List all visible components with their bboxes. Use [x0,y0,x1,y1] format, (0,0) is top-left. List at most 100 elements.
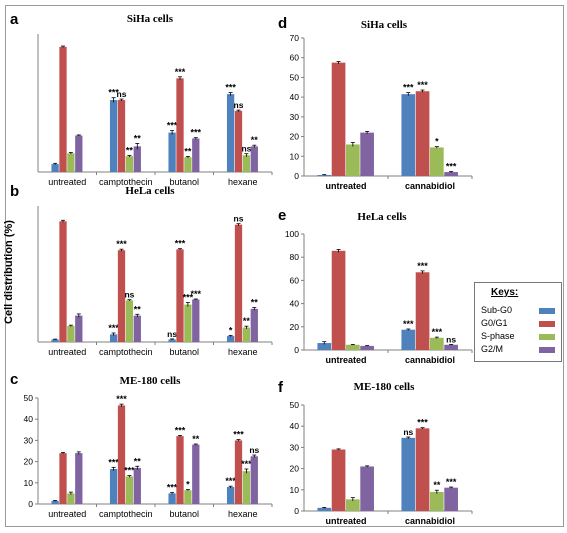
panel-d-category-label-cannabidiol: cannabidiol [405,181,455,191]
panel-c-bar-s-phase-camptothecin [125,476,134,504]
panel-c-y-tick-label: 50 [24,393,34,403]
panel-d-title: SiHa cells [361,19,408,31]
panel-e-bar-g0-g1-untreated [331,250,346,350]
panel-a-significance-sub-g0-butanol: *** [167,121,178,131]
panel-c-bar-g0-g1-camptothecin [117,405,126,504]
panel-a-category-label-untreated: untreated [48,177,86,187]
legend-label-sub-g0: Sub-G0 [481,305,513,315]
panel-f-significance-sub-g0-cannabidiol: ns [403,427,413,437]
panel-b-significance-s-phase-butanol: *** [183,293,194,303]
panel-b-bar-sub-g0-hexane [226,336,235,342]
panel-b-category-label-hexane: hexane [228,347,258,357]
panel-e-bar-s-phase-cannabidiol [430,337,444,350]
panel-b-letter: b [10,183,19,200]
panel-a-category-label-butanol: butanol [169,177,199,187]
panel-c-y-tick-label: 20 [24,457,34,467]
panel-c-significance-sub-g0-camptothecin: *** [108,457,119,467]
panel-f-bar-g2-m-cannabidiol [444,487,458,511]
panel-e-bar-g2-m-untreated [360,345,374,350]
panel-d-bar-s-phase-cannabidiol [430,147,444,176]
panel-c-significance-sub-g0-butanol: *** [167,483,178,493]
legend-title: Keys: [491,287,519,298]
panel-b-significance-sub-g0-camptothecin: *** [108,323,119,333]
panel-a-bar-g2-m-camptothecin [133,146,141,172]
panel-c-category-label-butanol: butanol [169,509,199,519]
panel-b-bar-s-phase-hexane [242,327,251,342]
panel-d-y-tick-label: 10 [290,151,300,161]
panel-b-bar-s-phase-camptothecin [125,300,134,342]
panel-a-category-label-hexane: hexane [228,177,258,187]
panel-f-title: ME-180 cells [354,381,416,393]
legend-label-g2-m: G2/M [481,344,504,354]
panel-c-bar-g0-g1-untreated [59,453,67,504]
legend-swatch-sub-g0 [539,308,555,314]
panel-c-significance-s-phase-camptothecin: *** [124,466,135,476]
panel-d-letter: d [278,15,287,32]
panel-c-significance-sub-g0-hexane: *** [225,476,236,486]
panel-a-bar-sub-g0-butanol [168,132,176,172]
panel-e-letter: e [278,207,286,224]
panel-a-bar-g0-g1-untreated [59,46,67,172]
panel-a-bar-s-phase-hexane [242,155,251,172]
panel-b-bar-g0-g1-butanol [176,249,184,342]
panel-c-significance-g2-m-hexane: ns [249,445,259,455]
panel-a-bar-s-phase-untreated [67,153,75,172]
panel-c-bar-g2-m-untreated [75,453,83,504]
panel-f-bar-sub-g0-cannabidiol [401,437,416,511]
panel-c-bar-sub-g0-hexane [226,487,235,504]
panel-b-bar-g2-m-butanol [192,299,200,342]
panel-a-significance-s-phase-hexane: ns [241,144,251,154]
panel-e-significance-g0-g1-cannabidiol: *** [417,261,428,271]
panel-e-bar-sub-g0-untreated [317,343,332,350]
panel-d-bar-g0-g1-cannabidiol [415,91,430,176]
panel-c-bar-g0-g1-butanol [176,436,184,504]
panel-d-category-label-untreated: untreated [325,181,366,191]
panel-e-bar-g0-g1-cannabidiol [415,272,430,350]
panel-a-significance-sub-g0-hexane: *** [225,83,236,93]
panel-a-bar-g2-m-butanol [192,138,200,172]
panel-c-significance-g0-g1-hexane: *** [233,430,244,440]
panel-f-y-tick-label: 0 [294,506,299,516]
panel-a-significance-g0-g1-camptothecin: ns [117,89,127,99]
panel-c-bar-g2-m-camptothecin [133,467,141,504]
legend-label-s-phase: S-phase [481,331,515,341]
panel-e-y-tick-label: 20 [290,322,300,332]
panel-a-significance-g2-m-camptothecin: ** [134,133,142,143]
legend-swatch-g2-m [539,347,555,353]
panel-a-bar-g2-m-untreated [75,135,83,172]
panel-f-y-tick-label: 30 [290,442,300,452]
panel-f-bar-g0-g1-cannabidiol [415,428,430,511]
panel-b-significance-s-phase-camptothecin: ns [124,290,134,300]
panel-b-category-label-camptothecin: camptothecin [99,347,153,357]
panel-a-bar-s-phase-camptothecin [125,156,134,172]
panel-e-category-label-untreated: untreated [325,355,366,365]
panel-b-significance-s-phase-hexane: ** [243,316,251,326]
panel-a-bar-g2-m-hexane [250,146,258,172]
panel-f-bar-g2-m-untreated [360,466,374,511]
panel-b-bar-g2-m-untreated [75,315,83,342]
panel-c-category-label-untreated: untreated [48,509,86,519]
panel-b-category-label-untreated: untreated [48,347,86,357]
legend-swatch-s-phase [539,334,555,340]
panel-b-significance-g0-g1-butanol: *** [175,239,186,249]
panel-d-significance-s-phase-cannabidiol: * [435,137,439,147]
panel-d-y-tick-label: 30 [290,112,300,122]
panel-f-significance-g2-m-cannabidiol: *** [446,477,457,487]
panel-c-bar-g0-g1-hexane [234,440,243,504]
panel-c-category-label-camptothecin: camptothecin [99,509,153,519]
panel-b-significance-g0-g1-camptothecin: *** [116,239,127,249]
panel-c-y-tick-label: 10 [24,478,34,488]
panel-d-bar-s-phase-untreated [346,144,360,176]
legend-label-g0-g1: G0/G1 [481,318,508,328]
panel-d-y-tick-label: 20 [290,132,300,142]
panel-c-significance-s-phase-hexane: *** [241,459,252,469]
panel-a-bar-g0-g1-camptothecin [117,100,126,172]
panel-f-y-tick-label: 10 [290,485,300,495]
panel-e-bar-sub-g0-cannabidiol [401,329,416,350]
panel-c-y-tick-label: 40 [24,414,34,424]
panel-c-bar-sub-g0-butanol [168,493,176,504]
panel-b-bar-s-phase-untreated [67,325,75,342]
panel-c-significance-g0-g1-butanol: *** [175,426,186,436]
legend-swatch-g0-g1 [539,321,555,327]
